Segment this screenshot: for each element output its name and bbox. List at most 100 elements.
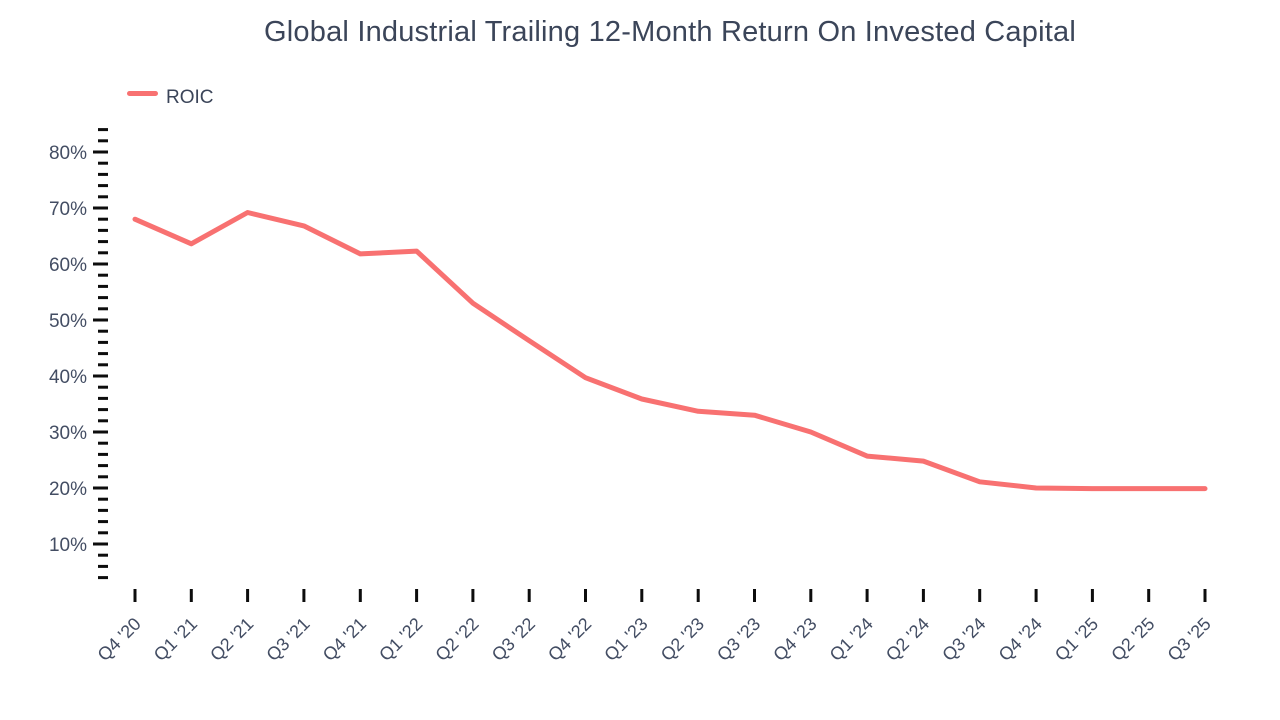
x-tick [1203,589,1207,602]
x-axis-label: Q2 '23 [657,614,708,665]
y-axis-label: 50% [49,311,87,332]
y-axis-ticks [93,128,108,580]
y-minor-tick [98,195,108,199]
x-axis-label: Q3 '25 [1164,614,1215,665]
x-axis-label: Q2 '25 [1107,614,1158,665]
y-major-tick [93,318,108,322]
y-minor-tick [98,419,108,423]
x-tick [1147,589,1151,602]
y-major-tick [93,430,108,434]
y-minor-tick [98,251,108,255]
roic-series-line [132,210,1208,492]
y-minor-tick [98,184,108,188]
y-minor-tick [98,284,108,288]
x-axis-label: Q3 '24 [938,614,989,665]
x-axis-label: Q2 '21 [206,614,257,665]
x-axis-ticks [133,589,1207,602]
y-minor-tick [98,475,108,479]
y-minor-tick [98,217,108,221]
y-minor-tick [98,497,108,501]
y-minor-tick [98,441,108,445]
x-axis-label: Q3 '23 [713,614,764,665]
x-tick [527,589,531,602]
x-axis-label: Q4 '21 [319,614,370,665]
y-minor-tick [98,363,108,367]
x-tick [358,589,362,602]
y-minor-tick [98,576,108,580]
y-minor-tick [98,340,108,344]
y-minor-tick [98,307,108,311]
x-tick [978,589,982,602]
y-minor-tick [98,531,108,535]
y-minor-tick [98,520,108,524]
y-minor-tick [98,408,108,412]
y-axis-label: 40% [49,367,87,388]
y-minor-tick [98,396,108,400]
y-axis-label: 80% [49,143,87,164]
x-tick [189,589,193,602]
legend-label: ROIC [166,87,214,108]
x-axis-label: Q1 '24 [826,614,877,665]
y-axis-label: 60% [49,255,87,276]
y-minor-tick [98,508,108,512]
y-major-tick [93,262,108,266]
y-minor-tick [98,128,108,132]
y-minor-tick [98,161,108,165]
x-tick [1090,589,1094,602]
y-axis-label: 70% [49,199,87,220]
x-axis-label: Q4 '24 [995,614,1046,665]
y-minor-tick [98,553,108,557]
y-minor-tick [98,564,108,568]
y-minor-tick [98,228,108,232]
x-axis-label: Q2 '24 [882,614,933,665]
chart-title: Global Industrial Trailing 12-Month Retu… [264,16,1076,48]
y-minor-tick [98,464,108,468]
y-minor-tick [98,139,108,143]
x-axis-label: Q4 '23 [769,614,820,665]
y-minor-tick [98,172,108,176]
x-tick [921,589,925,602]
x-tick [415,589,419,602]
y-axis-labels: 10% 20% 30% 40% 50% 60% 70% 80% [49,143,87,556]
x-tick [640,589,644,602]
x-axis-labels: Q4 '20 Q1 '21 Q2 '21 Q3 '21 Q4 '21 Q1 '22 Q2 '… [94,614,1215,665]
x-tick [753,589,756,602]
y-minor-tick [98,385,108,389]
x-tick [1034,589,1038,602]
y-minor-tick [98,352,108,356]
legend: ROIC [127,87,214,108]
y-major-tick [93,374,108,378]
x-axis-label: Q3 '21 [262,614,313,665]
x-axis-label: Q1 '21 [150,614,201,665]
x-tick [865,589,869,602]
x-axis-label: Q3 '22 [488,614,539,665]
y-minor-tick [98,452,108,456]
y-axis-label: 30% [49,423,87,444]
x-axis-label: Q4 '22 [544,614,595,665]
y-minor-tick [98,296,108,300]
y-major-tick [93,206,108,210]
x-axis-label: Q1 '23 [600,614,651,665]
legend-line-swatch-icon [127,91,158,96]
x-tick [696,589,700,602]
x-tick [471,589,475,602]
x-axis-label: Q1 '22 [375,614,426,665]
y-major-tick [93,486,108,490]
y-axis-label: 20% [49,479,87,500]
y-major-tick [93,542,108,546]
x-tick [302,589,306,602]
x-axis-label: Q1 '25 [1051,614,1102,665]
x-tick [133,589,137,602]
x-axis-label: Q4 '20 [94,614,145,665]
x-tick [584,589,587,602]
y-minor-tick [98,240,108,244]
y-minor-tick [98,329,108,333]
x-tick [246,589,250,602]
x-axis-label: Q2 '22 [431,614,482,665]
y-major-tick [93,150,108,154]
x-tick [809,589,813,602]
y-axis-label: 10% [49,535,87,556]
y-minor-tick [98,273,108,277]
